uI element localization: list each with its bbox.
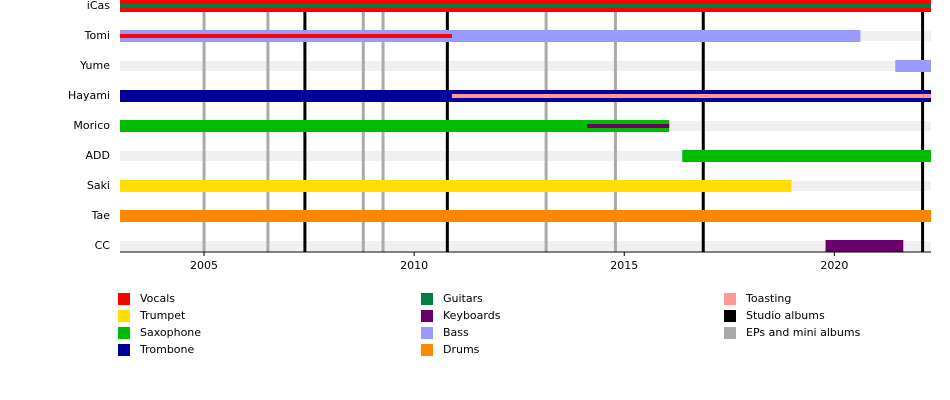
legend-label: Guitars (443, 292, 483, 305)
secondary-role-bar (587, 124, 670, 128)
x-tick-label: 2005 (190, 259, 218, 272)
legend-label: Drums (443, 343, 480, 356)
legend-label: EPs and mini albums (746, 326, 861, 339)
x-tick-label: 2015 (610, 259, 638, 272)
member-label: Tomi (84, 29, 110, 42)
member-label: Yume (79, 59, 110, 72)
legend-swatch (118, 327, 130, 339)
legend-swatch (421, 310, 433, 322)
row-background (120, 61, 931, 71)
legend-label: Studio albums (746, 309, 825, 322)
role-bar (895, 60, 931, 72)
member-label: Saki (87, 179, 110, 192)
legend-swatch (421, 293, 433, 305)
secondary-role-bar (120, 4, 931, 8)
member-label: CC (95, 239, 111, 252)
member-label: Tae (91, 209, 111, 222)
legend-swatch (118, 344, 130, 356)
secondary-role-bar (451, 94, 931, 98)
role-bar (120, 180, 792, 192)
legend-swatch (421, 327, 433, 339)
role-bar (120, 30, 861, 42)
legend-swatch (724, 293, 736, 305)
member-label: ADD (86, 149, 110, 162)
legend-label: Toasting (745, 292, 791, 305)
row-background (120, 241, 931, 251)
member-label: Hayami (68, 89, 110, 102)
legend-label: Keyboards (443, 309, 501, 322)
role-bar (682, 150, 931, 162)
role-bar (120, 120, 670, 132)
role-bar (825, 240, 904, 252)
legend-label: Trombone (139, 343, 195, 356)
legend-swatch (421, 344, 433, 356)
legend-swatch (118, 293, 130, 305)
row-background (120, 151, 931, 161)
legend-label: Trumpet (139, 309, 186, 322)
member-label: iCas (87, 0, 110, 12)
legend-swatch (118, 310, 130, 322)
legend-swatch (724, 327, 736, 339)
x-tick-label: 2020 (820, 259, 848, 272)
legend-swatch (724, 310, 736, 322)
legend-label: Bass (443, 326, 469, 339)
secondary-role-bar (120, 34, 452, 38)
role-bar (120, 210, 931, 222)
member-label: Morico (73, 119, 110, 132)
legend-label: Vocals (140, 292, 175, 305)
x-tick-label: 2010 (400, 259, 428, 272)
legend-label: Saxophone (140, 326, 201, 339)
